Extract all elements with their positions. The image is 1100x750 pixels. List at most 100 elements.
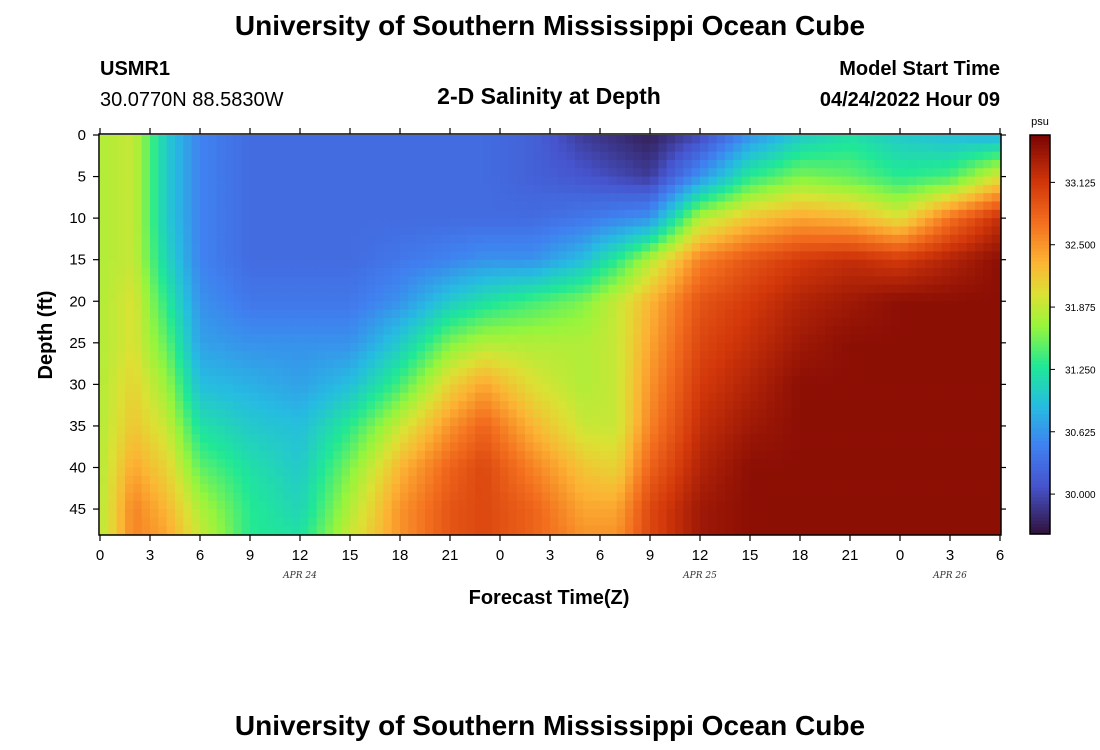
heatmap-cell	[525, 326, 534, 336]
heatmap-cell	[750, 500, 759, 510]
heatmap-cell	[308, 351, 318, 361]
heatmap-cell	[750, 259, 759, 269]
heatmap-cell	[566, 143, 576, 153]
heatmap-cell	[558, 342, 568, 352]
heatmap-cell	[683, 442, 693, 452]
heatmap-cell	[375, 184, 384, 194]
heatmap-cell	[808, 425, 818, 435]
heatmap-cell	[491, 193, 501, 203]
heatmap-cell	[658, 484, 668, 494]
heatmap-cell	[825, 409, 834, 419]
heatmap-cell	[350, 209, 359, 219]
heatmap-cell	[158, 201, 168, 211]
heatmap-cell	[608, 268, 618, 277]
heatmap-cell	[416, 517, 426, 527]
heatmap-cell	[641, 409, 651, 419]
heatmap-cell	[358, 176, 368, 186]
heatmap-cell	[116, 317, 126, 327]
heatmap-cell	[516, 309, 526, 319]
heatmap-cell	[933, 184, 943, 194]
heatmap-cell	[783, 467, 793, 477]
heatmap-cell	[641, 500, 651, 510]
heatmap-cell	[108, 292, 118, 302]
heatmap-cell	[325, 151, 334, 161]
heatmap-cell	[833, 409, 843, 419]
heatmap-cell	[433, 309, 443, 319]
heatmap-cell	[516, 184, 526, 194]
heatmap-cell	[933, 459, 943, 469]
heatmap-cell	[833, 384, 843, 394]
heatmap-cell	[508, 450, 518, 460]
heatmap-cell	[600, 168, 609, 178]
heatmap-cell	[200, 334, 209, 344]
heatmap-cell	[841, 218, 851, 228]
heatmap-cell	[566, 276, 576, 286]
heatmap-cell	[741, 467, 751, 477]
heatmap-cell	[166, 135, 176, 144]
heatmap-cell	[608, 450, 618, 460]
heatmap-cell	[166, 376, 176, 385]
heatmap-cell	[550, 218, 559, 228]
heatmap-cell	[191, 317, 201, 327]
heatmap-cell	[458, 351, 468, 361]
heatmap-cell	[900, 492, 909, 502]
heatmap-cell	[541, 450, 551, 460]
heatmap-cell	[950, 417, 959, 427]
heatmap-cell	[658, 492, 668, 502]
heatmap-cell	[716, 143, 726, 153]
heatmap-cell	[125, 143, 134, 153]
heatmap-cell	[766, 276, 776, 286]
heatmap-cell	[491, 359, 501, 369]
heatmap-cell	[591, 509, 601, 518]
heatmap-cell	[500, 500, 509, 510]
heatmap-cell	[791, 401, 801, 410]
heatmap-cell	[783, 201, 793, 211]
heatmap-cell	[733, 367, 743, 377]
heatmap-cell	[383, 417, 393, 427]
heatmap-cell	[116, 276, 126, 286]
heatmap-cell	[825, 442, 834, 452]
heatmap-cell	[600, 309, 609, 319]
heatmap-cell	[741, 392, 751, 402]
heatmap-cell	[258, 517, 268, 527]
heatmap-cell	[533, 218, 543, 228]
heatmap-cell	[775, 151, 784, 161]
heatmap-cell	[633, 467, 643, 477]
heatmap-cell	[275, 442, 284, 452]
heatmap-cell	[658, 359, 668, 369]
heatmap-cell	[766, 484, 776, 494]
heatmap-cell	[475, 500, 484, 510]
heatmap-cell	[166, 317, 176, 327]
heatmap-cell	[208, 151, 218, 161]
heatmap-cell	[391, 234, 401, 244]
heatmap-cell	[825, 342, 834, 352]
heatmap-cell	[841, 234, 851, 244]
heatmap-cell	[808, 159, 818, 169]
heatmap-cell	[250, 434, 259, 444]
heatmap-cell	[683, 525, 693, 535]
heatmap-cell	[758, 517, 768, 527]
heatmap-cell	[183, 351, 193, 361]
heatmap-cell	[300, 143, 309, 153]
heatmap-cell	[841, 525, 851, 535]
heatmap-cell	[833, 276, 843, 286]
heatmap-cell	[175, 218, 184, 228]
heatmap-cell	[700, 367, 709, 377]
heatmap-cell	[425, 251, 434, 261]
heatmap-cell	[491, 484, 501, 494]
heatmap-cell	[350, 442, 359, 452]
heatmap-cell	[425, 334, 434, 344]
heatmap-cell	[508, 176, 518, 186]
heatmap-cell	[875, 234, 884, 244]
heatmap-cell	[358, 201, 368, 211]
heatmap-cell	[200, 359, 209, 369]
heatmap-cell	[400, 401, 409, 410]
heatmap-cell	[925, 401, 934, 410]
heatmap-cell	[400, 251, 409, 261]
heatmap-cell	[791, 525, 801, 535]
heatmap-cell	[316, 268, 326, 277]
heatmap-cell	[566, 218, 576, 228]
heatmap-cell	[375, 409, 384, 419]
heatmap-cell	[433, 159, 443, 169]
heatmap-cell	[183, 151, 193, 161]
